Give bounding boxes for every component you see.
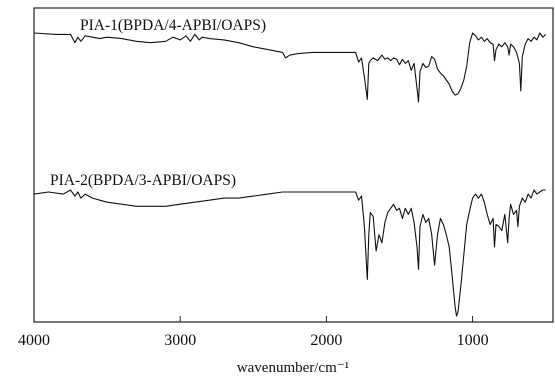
series-labels: PIA-1(BPDA/4-APBI/OAPS) PIA-2(BPDA/3-APBI… bbox=[50, 17, 266, 189]
series-label-1: PIA-1(BPDA/4-APBI/OAPS) bbox=[80, 17, 266, 34]
x-tick-label-3000: 3000 bbox=[164, 332, 196, 349]
x-tick-label-2000: 2000 bbox=[310, 332, 342, 349]
x-axis-title: wavenumber/cm⁻¹ bbox=[237, 360, 349, 376]
series-label-2: PIA-2(BPDA/3-APBI/OAPS) bbox=[50, 172, 236, 189]
x-tick-label-4000: 4000 bbox=[18, 332, 50, 349]
series-line-2 bbox=[33, 189, 546, 317]
series-line-1 bbox=[33, 32, 547, 103]
plot-frame bbox=[33, 7, 554, 323]
x-tick-label-1000: 1000 bbox=[457, 332, 489, 349]
spectra-traces bbox=[33, 32, 547, 317]
x-axis-ticks: 4000 3000 2000 1000 bbox=[18, 316, 489, 349]
